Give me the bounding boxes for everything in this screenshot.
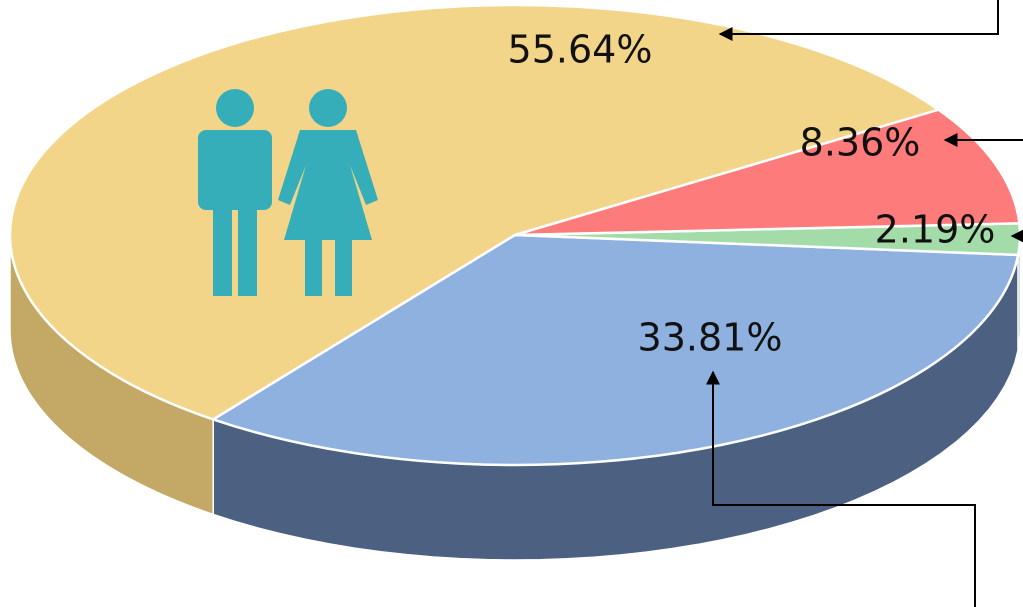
value-label: 2.19% [875,208,996,252]
value-label: 8.36% [800,121,921,165]
slice [210,233,1020,467]
labels: 55.64% 33.81% 2.19% 8.36% [508,0,1023,607]
pie [8,3,1022,561]
people-icon [198,89,378,296]
callout-arrow [706,370,976,607]
value-label: 33.81% [638,316,783,360]
value-label: 55.64% [508,28,653,72]
callout-arrow [718,0,999,41]
slice [514,108,1021,237]
